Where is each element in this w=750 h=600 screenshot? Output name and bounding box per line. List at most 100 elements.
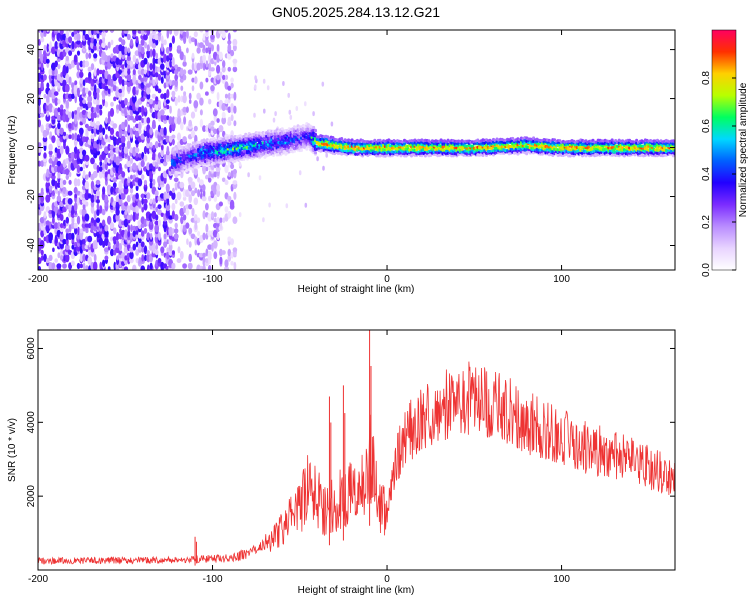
spectrogram-cell — [140, 160, 145, 168]
spectrogram-cell — [155, 76, 159, 85]
spectrogram-cell — [610, 138, 614, 142]
spectrogram-cell — [71, 244, 75, 250]
spectrogram-cell — [126, 195, 131, 203]
spectrogram-cell — [93, 254, 97, 262]
spectrogram-cell — [132, 243, 137, 251]
spectrogram-cell — [183, 35, 187, 44]
spectrogram-cell — [54, 97, 58, 106]
spectrogram-cell — [127, 47, 131, 54]
spectrogram-cell — [96, 103, 100, 111]
spectrogram-cell — [176, 45, 182, 51]
spectrogram-cell — [57, 81, 61, 90]
spectrogram-cell — [104, 101, 109, 108]
spectrogram-cell — [215, 165, 221, 173]
spectrogram-cell — [57, 176, 61, 183]
spectrogram-cell — [232, 44, 237, 52]
spectrogram-x-tick-label: 100 — [553, 274, 570, 285]
spectrogram-cell — [212, 229, 218, 238]
spectrogram-cell — [135, 249, 140, 256]
spectrogram-cell — [63, 254, 66, 262]
spectrogram-cell — [219, 71, 223, 79]
spectrogram-cell — [202, 184, 206, 192]
spectrogram-cell — [224, 164, 229, 174]
spectrogram-cell — [68, 171, 72, 178]
spectrogram-cell — [65, 174, 70, 181]
spectrogram-cell — [144, 107, 147, 113]
spectrogram-cell — [141, 197, 145, 205]
spectrogram-cell — [57, 182, 61, 189]
spectrogram-cell — [165, 193, 171, 199]
spectrogram-cell — [185, 222, 190, 229]
spectrogram-cell — [199, 179, 204, 186]
spectrogram-cell — [195, 165, 199, 169]
spectrogram-cell — [166, 104, 170, 110]
spectrogram-cell — [200, 188, 203, 193]
spectrogram-cell — [191, 207, 195, 217]
spectrogram-cell — [160, 76, 164, 84]
spectrogram-cell — [135, 184, 139, 192]
spectrogram-cell — [132, 63, 136, 70]
spectrogram-cell — [219, 161, 223, 165]
spectrogram-cell — [146, 87, 151, 95]
spectrogram-cell — [207, 250, 212, 260]
spectrogram-cell — [43, 74, 47, 81]
spectrogram-cell — [129, 38, 134, 47]
spectrogram-cell — [233, 91, 237, 101]
spectrogram-cell — [76, 50, 81, 56]
spectrogram-cell — [79, 30, 84, 32]
spectrogram-cell — [173, 30, 179, 37]
spectrogram-cell — [305, 147, 309, 151]
spectrogram-cell — [183, 54, 186, 63]
spectrogram-cell — [67, 93, 73, 99]
spectrogram-cell — [82, 149, 87, 156]
spectrogram-cell — [71, 215, 75, 225]
spectrogram-cell — [104, 45, 108, 51]
spectrogram-cell — [79, 191, 84, 201]
spectrogram-cell — [71, 110, 75, 120]
spectrogram-cell — [213, 195, 218, 203]
spectrogram-cell — [87, 95, 93, 103]
spectrogram-cell — [188, 227, 193, 235]
spectrogram-cell — [232, 66, 238, 73]
spectrogram-cell — [84, 154, 90, 162]
spectrogram-cell — [158, 166, 161, 172]
spectrogram-cell — [124, 209, 128, 216]
spectrogram-cell — [40, 229, 45, 238]
spectrogram-cell — [76, 110, 81, 120]
spectrogram-cell — [54, 60, 58, 68]
spectrogram-y-tick-label: -40 — [26, 238, 37, 253]
spectrogram-cell — [135, 211, 140, 218]
spectrogram-cell — [71, 121, 75, 131]
spectrogram-cell — [132, 75, 137, 85]
spectrogram-cell — [129, 233, 134, 240]
spectrogram-cell — [155, 259, 159, 267]
spectrogram-cell — [90, 63, 95, 71]
spectrogram-cell — [124, 130, 128, 138]
spectrogram-cell — [54, 180, 58, 190]
spectrogram-cell — [64, 83, 70, 93]
spectrogram-cell — [230, 103, 234, 111]
spectrogram-cell — [51, 262, 56, 270]
spectrogram-cell — [129, 115, 134, 121]
spectrogram-cell — [48, 150, 53, 156]
colorbar-tick-label: 0.2 — [701, 215, 712, 229]
spectrogram-cell — [151, 41, 157, 49]
spectrogram-cell — [141, 89, 145, 98]
spectrogram-cell — [205, 60, 209, 68]
spectrogram-cell — [99, 160, 103, 167]
spectrogram-cell — [79, 228, 84, 234]
spectrogram-cell — [123, 30, 129, 34]
spectrogram-cell — [158, 99, 161, 109]
spectrogram-cell — [96, 208, 100, 217]
spectrogram-cell — [42, 129, 48, 139]
spectrogram-cell — [168, 135, 173, 143]
spectrogram-cell — [183, 91, 187, 96]
spectrogram-cell — [48, 143, 53, 152]
spectrogram-cell — [40, 62, 44, 71]
spectrogram-cell — [104, 224, 109, 232]
spectrogram-cell — [177, 108, 181, 117]
spectrogram-cell — [224, 266, 229, 270]
spectrogram-cell — [68, 134, 72, 139]
